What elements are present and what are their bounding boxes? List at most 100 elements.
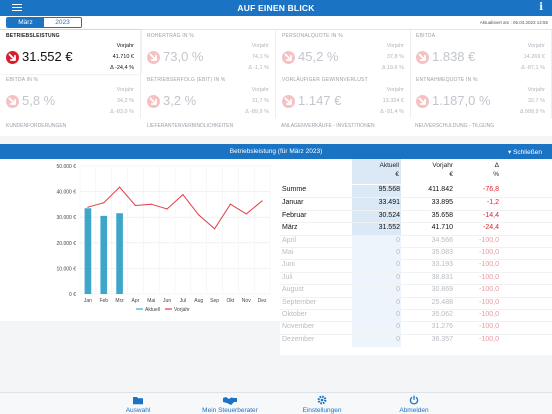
y-tick-label: 0 € xyxy=(69,292,76,298)
kpi-card[interactable]: EBITDA 1.838 € Vorjahr 14.269 € Δ -87,1 % xyxy=(410,30,552,74)
info-icon[interactable]: i xyxy=(539,2,543,13)
row-prev: 34.566 xyxy=(431,236,453,244)
kpi-label: ENTNAHMEQUOTE IN % xyxy=(416,77,478,83)
kpi-neuverschuldung[interactable]: NEUVERSCHULDUNG - TILGUNG xyxy=(415,123,495,129)
arrow-down-right-icon xyxy=(147,51,160,64)
page-title: AUF EINEN BLICK xyxy=(237,3,315,13)
kpi-label: EBITDA IN % xyxy=(6,77,39,83)
row-label: Oktober xyxy=(282,311,307,318)
current-cell-bg xyxy=(352,198,401,211)
x-tick-label: Apr xyxy=(132,298,140,304)
row-current: 31.552 xyxy=(378,224,400,232)
period-bar: März 2023 Aktualisiert am : 05.04.2023 1… xyxy=(0,16,552,30)
tab-einstellungen[interactable]: Einstellungen xyxy=(282,395,362,414)
x-tick-label: Aug xyxy=(194,298,203,304)
row-delta: -100,0 xyxy=(479,261,499,269)
kpi-card[interactable]: ENTNAHMEQUOTE IN % 1.187,0 % Vorjahr 32,7 %… xyxy=(410,74,552,118)
x-tick-label: Okt xyxy=(227,298,235,304)
tab-mein-steuerberater[interactable]: Mein Steuerberater xyxy=(190,395,270,414)
kpi-delta: Δ -87,1 % xyxy=(521,65,545,71)
kpi-prev-value: 34,2 % xyxy=(116,98,134,104)
header-vorjahr: Vorjahr € xyxy=(404,159,453,179)
row-label: Dezember xyxy=(282,335,315,343)
row-current: 0 xyxy=(396,286,400,294)
point-vorjahr xyxy=(87,206,89,208)
point-vorjahr xyxy=(213,228,216,230)
tab-abmelden[interactable]: Abmelden xyxy=(374,395,454,414)
arrow-down-right-icon xyxy=(282,95,295,108)
row-prev: 30.869 xyxy=(431,286,453,294)
row-prev: 411.842 xyxy=(428,186,453,193)
kpi-card[interactable]: EBITDA IN % 5,8 % Vorjahr 34,2 % Δ -83,0 % xyxy=(0,74,141,118)
table-row: Summe 95.568 411.842 -76,8 xyxy=(280,185,552,197)
row-label: September xyxy=(282,298,317,306)
current-cell-bg xyxy=(352,235,401,248)
close-button[interactable]: ▾ Schließen xyxy=(508,148,542,156)
row-label: Mai xyxy=(282,249,294,256)
row-current: 0 xyxy=(396,311,400,318)
row-delta: -100,0 xyxy=(479,323,499,331)
kpi-card[interactable]: PERSONALQUOTE IN % 45,2 % Vorjahr 37,8 % Δ 1… xyxy=(276,30,411,74)
kpi-lieferantenverbindlichkeiten[interactable]: LIEFERANTENVERBINDLICHKEITEN xyxy=(147,123,234,129)
chart-panel: 0 € 10.000 € 20.000 € 30.000 € 40.000 € 50.00… xyxy=(0,159,280,321)
handshake-icon xyxy=(223,397,237,405)
point-vorjahr xyxy=(245,213,247,215)
table-row: August 0 30.869 -100,0 xyxy=(280,284,552,298)
kpi-card[interactable]: ROHERTRAG IN % 73,0 % Vorjahr 74,1 % Δ -1,1 … xyxy=(141,30,276,74)
kpi-card[interactable]: VORLÄUFIGER GEWINNVERLUST 1.147 € Vorjahr 1… xyxy=(276,74,411,118)
row-delta: -24,4 xyxy=(483,224,499,232)
row-prev: 36.357 xyxy=(431,335,453,343)
kpi-delta: Δ 19,6 % xyxy=(381,65,404,71)
kpi-prev-label: Vorjahr xyxy=(386,87,404,93)
kpi-delta: Δ -83,0 % xyxy=(110,109,134,115)
point-vorjahr xyxy=(198,214,200,216)
tab-auswahl[interactable]: Auswahl xyxy=(98,395,178,414)
row-prev: 33.193 xyxy=(431,261,453,269)
tab-bar: Auswahl Mein Steuerberater Einstellungen… xyxy=(0,392,552,414)
row-label: Juli xyxy=(282,273,293,281)
point-vorjahr xyxy=(103,202,105,204)
kpi-prev-label: Vorjahr xyxy=(116,43,134,49)
kpi-value: 1.187,0 % xyxy=(432,93,491,108)
tab-label: Abmelden xyxy=(399,407,429,414)
menu-icon[interactable] xyxy=(12,4,22,12)
row-prev: 31.276 xyxy=(431,323,453,331)
y-tick-label: 30.000 € xyxy=(57,215,77,221)
arrow-down-right-icon xyxy=(416,51,429,64)
x-tick-label: Jul xyxy=(180,298,186,304)
current-cell-bg xyxy=(352,334,401,347)
table-row: März 31.552 41.710 -24,4 xyxy=(280,222,552,236)
kpi-prev-label: Vorjahr xyxy=(527,43,545,49)
row-current: 0 xyxy=(396,236,400,244)
kpi-card[interactable]: BETRIEBSERFOLG (EBIT) IN % 3,2 % Vorjahr 31… xyxy=(141,74,276,118)
row-current: 0 xyxy=(396,335,400,343)
gear-icon xyxy=(317,395,327,405)
kpi-prev-label: Vorjahr xyxy=(527,87,545,93)
row-delta: -100,0 xyxy=(479,236,499,244)
kpi-label: BETRIEBSERFOLG (EBIT) IN % xyxy=(147,77,226,83)
x-tick-label: Mai xyxy=(147,298,155,304)
period-tab-month[interactable]: März xyxy=(7,18,44,27)
kpi-prev-label: Vorjahr xyxy=(116,87,134,93)
row-current: 95.568 xyxy=(378,186,400,193)
period-tab-year[interactable]: 2023 xyxy=(44,18,81,27)
kpi-kundenforderungen[interactable]: KUNDENFORDERUNGEN xyxy=(6,123,67,129)
row-delta: -76,8 xyxy=(483,186,499,193)
table-row: Mai 0 35.083 -100,0 xyxy=(280,247,552,260)
kpi-value: 3,2 % xyxy=(163,93,197,108)
table-row: September 0 25.488 -100,0 xyxy=(280,296,552,310)
table-row: Juni 0 33.193 -100,0 xyxy=(280,259,552,273)
kpi-delta: Δ -24,4 % xyxy=(110,65,134,71)
row-label: November xyxy=(282,323,315,331)
point-vorjahr xyxy=(229,203,232,205)
y-tick-label: 20.000 € xyxy=(57,241,77,247)
kpi-anlagenverkaeufe[interactable]: ANLAGENVERKÄUFE - INVESTITIONEN xyxy=(281,123,375,129)
row-delta: -100,0 xyxy=(479,273,499,281)
kpi-value: 45,2 % xyxy=(298,49,339,64)
x-tick-label: Dez xyxy=(258,298,267,304)
row-prev: 33.895 xyxy=(431,199,453,207)
point-vorjahr xyxy=(134,204,137,207)
kpi-card[interactable]: BETRIEBSLEISTUNG 31.552 € Vorjahr 41.710 € Δ… xyxy=(0,30,141,74)
x-tick-label: Jun xyxy=(163,298,171,304)
